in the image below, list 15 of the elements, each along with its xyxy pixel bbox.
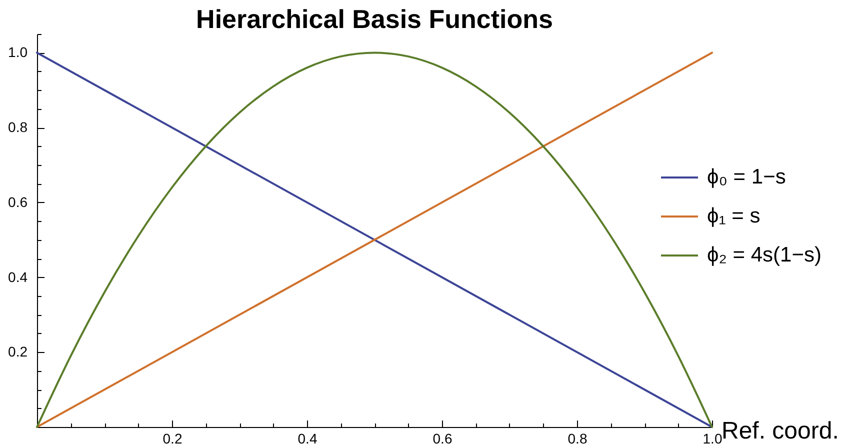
x-tick-label: 0.2 (162, 430, 182, 446)
x-axis-title: Ref. coord. (722, 418, 839, 444)
legend-label: ϕ₀ = 1−s (707, 166, 786, 188)
x-tick-label: 0.4 (298, 430, 318, 446)
x-tick-label: 0.6 (432, 430, 452, 446)
chart-title: Hierarchical Basis Functions (196, 4, 553, 34)
legend-label: ϕ₁ = s (707, 204, 760, 228)
x-tick-label: 1.0 (702, 430, 722, 446)
y-tick-label: 0.2 (8, 344, 28, 360)
x-tick-label: 0.8 (568, 430, 588, 446)
y-tick-label: 0.4 (8, 268, 28, 285)
y-tick-label: 0.6 (8, 194, 28, 210)
y-tick-label: 1.0 (8, 44, 28, 60)
y-tick-label: 0.8 (8, 119, 28, 136)
legend-label: ϕ₂ = 4s(1−s) (707, 244, 822, 266)
